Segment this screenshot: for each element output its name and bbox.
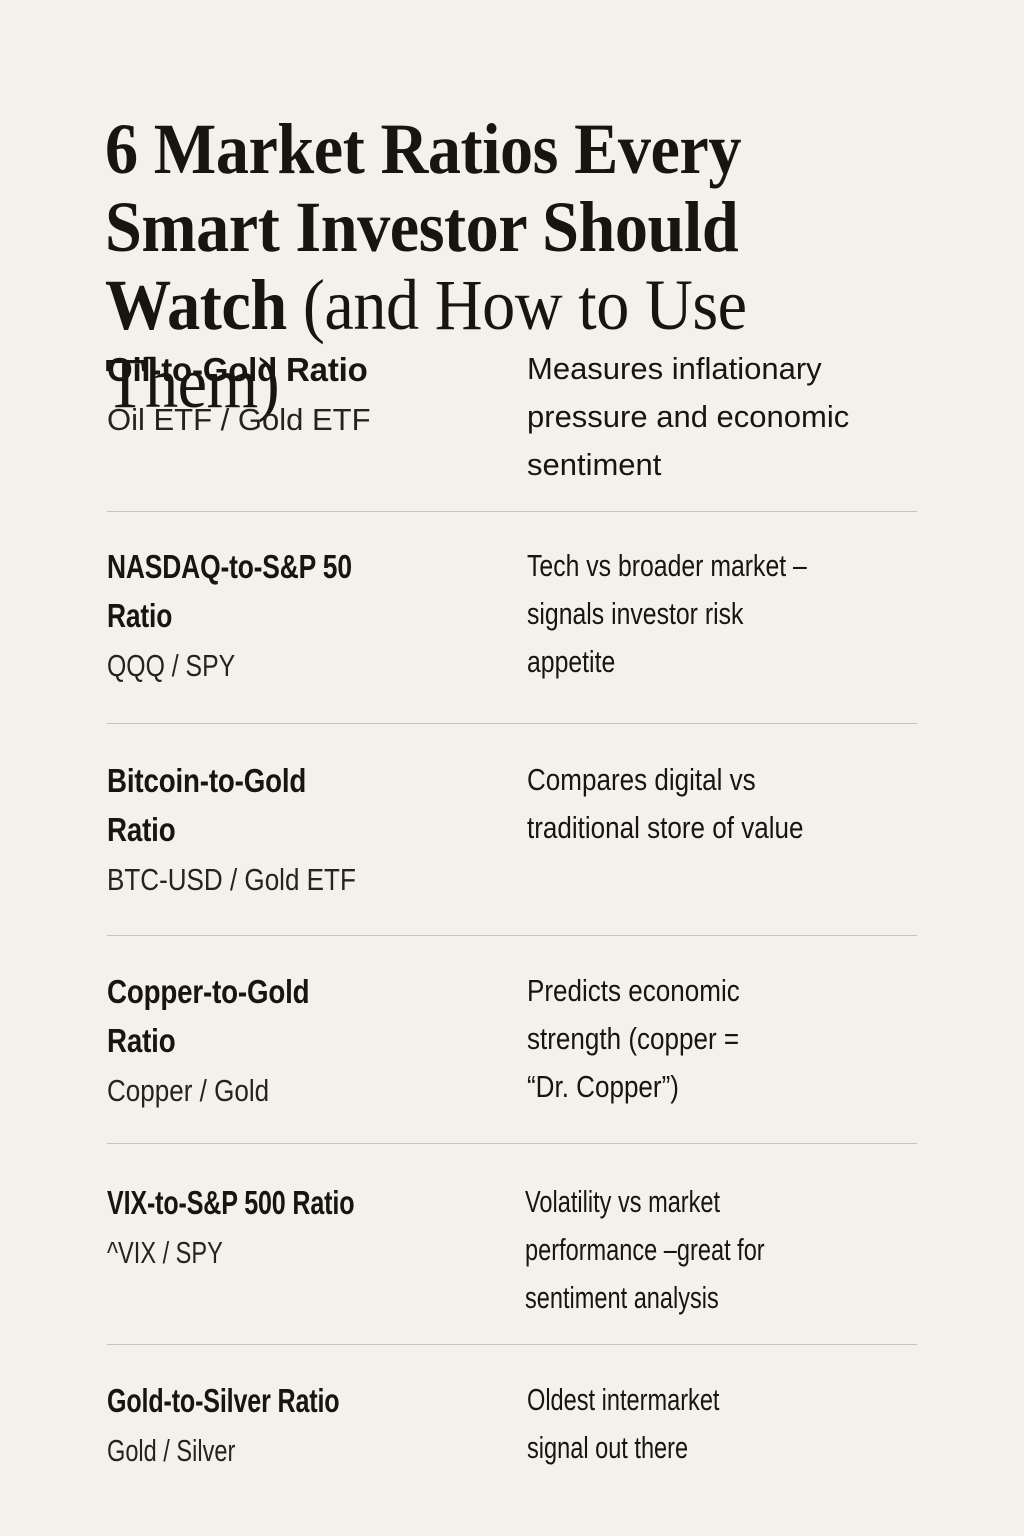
ratio-row-left-column: VIX-to-S&P 500 Ratio ^VIX / SPY [107,1178,525,1275]
ratio-row-gold-to-silver: Gold-to-Silver Ratio Gold / Silver Oldes… [107,1376,919,1473]
ratio-description: Volatility vs market performance –great … [525,1184,765,1315]
ratio-row-right-column: Volatility vs market performance –great … [525,1178,919,1322]
row-divider [107,723,917,724]
ratio-row-copper-to-gold: Copper-to-Gold Ratio Copper / Gold Predi… [107,967,919,1113]
ratio-description: Predicts economic strength (copper = “Dr… [527,973,740,1104]
row-divider [107,511,917,512]
ratio-row-oil-to-gold: Oil-to-Gold Ratio Oil ETF / Gold ETF Mea… [107,345,919,489]
ratio-title: VIX-to-S&P 500 Ratio [107,1184,355,1221]
page-title-bold: 6 Market Ratios Every Smart Investor Sho… [105,109,742,346]
ratio-title: Oil-to-Gold Ratio [107,351,368,388]
row-divider [107,1143,917,1144]
ratio-title: Copper-to-Gold Ratio [107,973,310,1059]
page-title: 6 Market Ratios Every Smart Investor Sho… [105,110,896,422]
ratio-row-left-column: Oil-to-Gold Ratio Oil ETF / Gold ETF [107,345,527,442]
ratio-ticker: BTC-USD / Gold ETF [107,862,356,897]
ratio-ticker: Gold / Silver [107,1433,236,1468]
ratio-row-left-column: Gold-to-Silver Ratio Gold / Silver [107,1376,527,1473]
ratio-row-left-column: Copper-to-Gold Ratio Copper / Gold [107,967,527,1113]
ratio-row-right-column: Compares digital vs traditional store of… [527,756,919,852]
ratio-row-bitcoin-to-gold: Bitcoin-to-Gold Ratio BTC-USD / Gold ETF… [107,756,919,902]
ratio-ticker: Copper / Gold [107,1073,270,1108]
page-title-light: (and How to Use Them) [105,265,747,424]
ratio-row-vix-to-sp500: VIX-to-S&P 500 Ratio ^VIX / SPY Volatili… [107,1178,919,1322]
ratio-row-left-column: NASDAQ-to-S&P 50 Ratio QQQ / SPY [107,542,527,688]
ratio-row-right-column: Tech vs broader market – signals investo… [527,542,919,686]
row-divider [107,935,917,936]
ratio-description: Tech vs broader market – signals investo… [527,548,807,679]
ratio-row-left-column: Bitcoin-to-Gold Ratio BTC-USD / Gold ETF [107,756,527,902]
ratio-ticker: ^VIX / SPY [107,1235,223,1270]
ratio-description: Oldest intermarket signal out there [527,1382,720,1465]
ratio-ticker: Oil ETF / Gold ETF [107,402,371,437]
ratio-ticker: QQQ / SPY [107,648,236,683]
ratio-title: Gold-to-Silver Ratio [107,1382,340,1419]
ratio-row-right-column: Predicts economic strength (copper = “Dr… [527,967,919,1111]
row-divider [107,1344,917,1345]
ratio-title: NASDAQ-to-S&P 50 Ratio [107,548,352,634]
ratio-row-right-column: Measures inflationary pressure and econo… [527,345,919,489]
ratio-row-right-column: Oldest intermarket signal out there [527,1376,919,1472]
ratio-title: Bitcoin-to-Gold Ratio [107,762,307,848]
ratio-description: Measures inflationary pressure and econo… [527,351,850,482]
ratio-row-nasdaq-to-sp500: NASDAQ-to-S&P 50 Ratio QQQ / SPY Tech vs… [107,542,919,688]
ratio-description: Compares digital vs traditional store of… [527,762,804,845]
